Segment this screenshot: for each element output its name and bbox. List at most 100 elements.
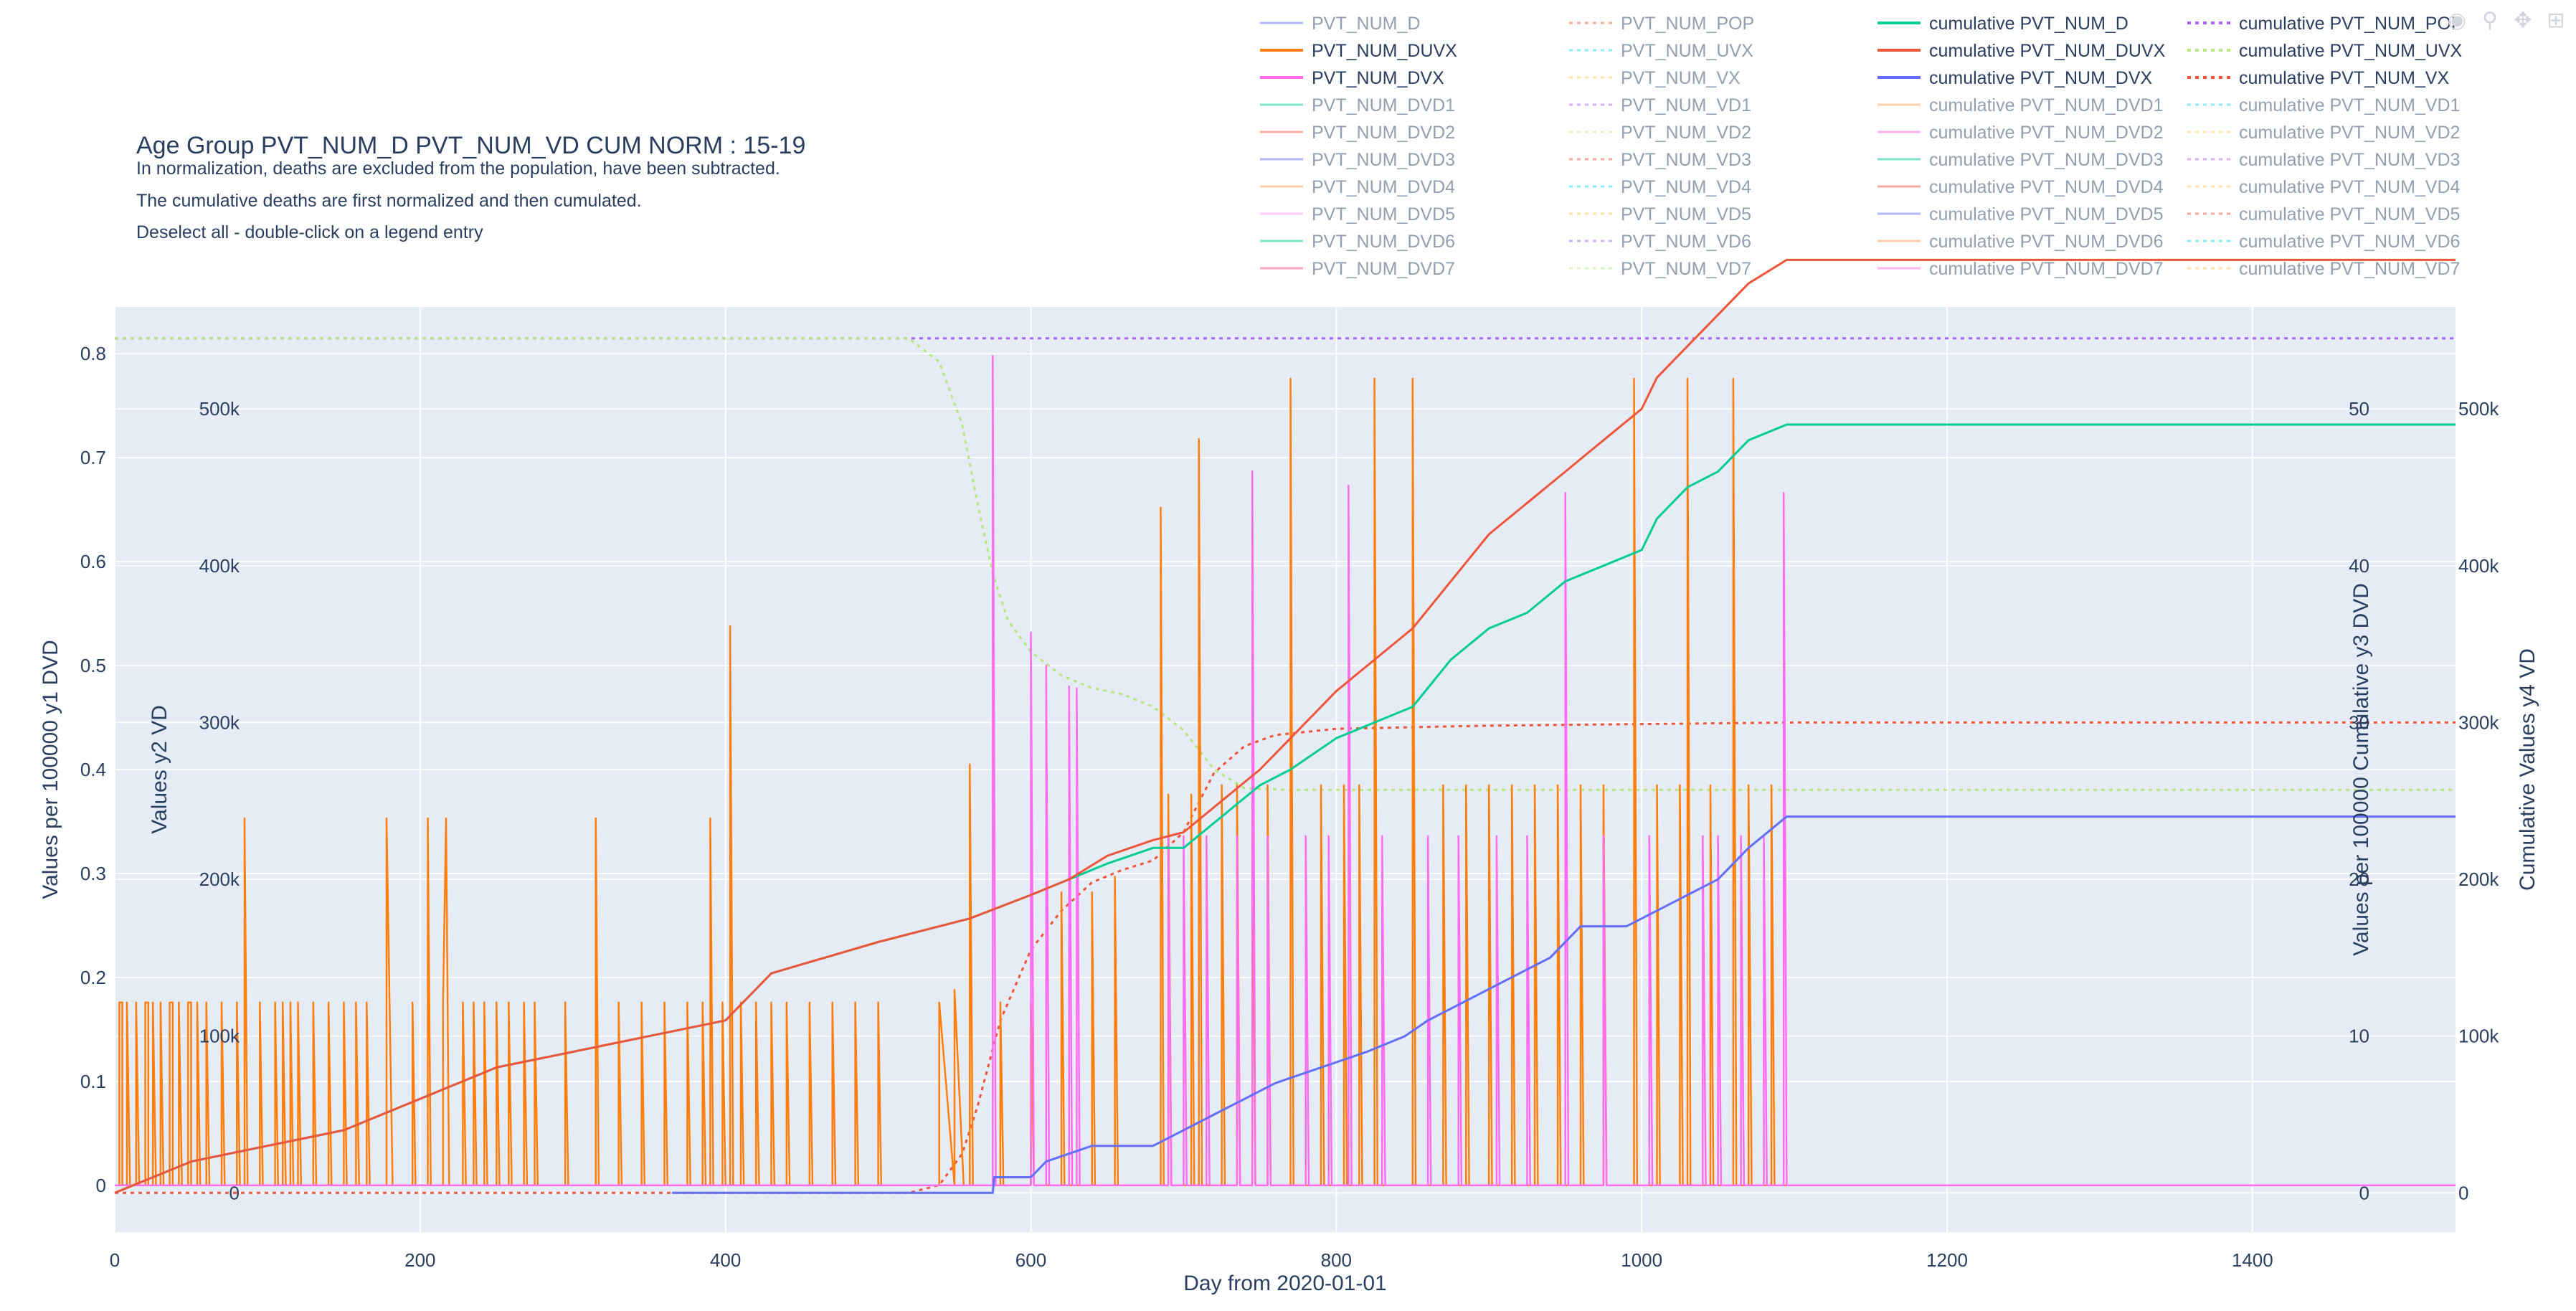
legend-item[interactable]: cumulative PVT_NUM_DUVX xyxy=(1877,41,2166,61)
y3-axis-title: Values per 100000 Cumulative y3 DVD xyxy=(2349,583,2373,956)
x-axis-title: Day from 2020-01-01 xyxy=(1183,1272,1386,1295)
legend-item[interactable]: PVT_NUM_DVD7 xyxy=(1260,259,1455,279)
legend-item[interactable]: PVT_NUM_VD4 xyxy=(1569,177,1751,197)
legend-label: PVT_NUM_DVD7 xyxy=(1312,259,1455,279)
legend-item[interactable]: PVT_NUM_DVX xyxy=(1260,68,1444,88)
legend-item[interactable]: PVT_NUM_DVD6 xyxy=(1260,232,1455,252)
legend-item[interactable]: cumulative PVT_NUM_VD2 xyxy=(2187,123,2460,143)
y1-axis-title: Values per 100000 y1 DVD xyxy=(39,640,62,899)
x-tick-label: 200 xyxy=(404,1249,435,1271)
legend-item[interactable]: PVT_NUM_VD1 xyxy=(1569,95,1751,115)
legend-item[interactable]: cumulative PVT_NUM_DVD2 xyxy=(1877,123,2164,143)
legend-label: PVT_NUM_DVD1 xyxy=(1312,95,1455,115)
y1-tick-label: 0 xyxy=(96,1175,106,1196)
legend-label: cumulative PVT_NUM_D xyxy=(1929,14,2128,34)
zoom-icon[interactable]: ⚲ xyxy=(2482,7,2498,33)
legend-label: cumulative PVT_NUM_DVD3 xyxy=(1929,150,2164,170)
legend-label: PVT_NUM_VX xyxy=(1621,68,1741,88)
legend-item[interactable]: PVT_NUM_VX xyxy=(1569,68,1741,88)
legend-label: cumulative PVT_NUM_DVD4 xyxy=(1929,177,2164,197)
legend-label: cumulative PVT_NUM_VD6 xyxy=(2239,232,2460,252)
y1-tick-label: 0.7 xyxy=(80,447,106,468)
modebar: ◉ ⚲ ✥ ⊞ xyxy=(2444,7,2569,33)
legend-item[interactable]: PVT_NUM_VD5 xyxy=(1569,204,1751,224)
legend-label: cumulative PVT_NUM_DVX xyxy=(1929,68,2153,88)
y4-tick-label: 300k xyxy=(2458,711,2499,733)
legend: PVT_NUM_D PVT_NUM_DUVX PVT_NUM_DVX PVT_NUM_… xyxy=(1260,14,2463,279)
legend-item[interactable]: cumulative PVT_NUM_VX xyxy=(2187,68,2449,88)
legend-item[interactable]: cumulative PVT_NUM_D xyxy=(1877,14,2128,34)
legend-item[interactable]: cumulative PVT_NUM_DVD1 xyxy=(1877,95,2164,115)
legend-label: PVT_NUM_UVX xyxy=(1621,41,1753,61)
legend-label: cumulative PVT_NUM_VX xyxy=(2239,68,2449,88)
legend-label: cumulative PVT_NUM_VD5 xyxy=(2239,204,2460,224)
legend-item[interactable]: PVT_NUM_DVD1 xyxy=(1260,95,1455,115)
legend-item[interactable]: cumulative PVT_NUM_DVD4 xyxy=(1877,177,2164,197)
y2-tick-label: 300k xyxy=(199,711,240,733)
legend-item[interactable]: PVT_NUM_VD6 xyxy=(1569,232,1751,252)
legend-item[interactable]: PVT_NUM_D xyxy=(1260,14,1420,34)
legend-label: cumulative PVT_NUM_UVX xyxy=(2239,41,2463,61)
series-line xyxy=(115,354,2456,1187)
y4-tick-label: 500k xyxy=(2458,398,2499,420)
legend-item[interactable]: cumulative PVT_NUM_DVD7 xyxy=(1877,259,2164,279)
y2-tick-label: 200k xyxy=(199,869,240,890)
series-line xyxy=(672,815,2456,1194)
x-tick-label: 400 xyxy=(710,1249,741,1271)
legend-item[interactable]: PVT_NUM_UVX xyxy=(1569,41,1753,61)
legend-item[interactable]: cumulative PVT_NUM_VD6 xyxy=(2187,232,2460,252)
legend-item[interactable]: PVT_NUM_VD2 xyxy=(1569,123,1751,143)
legend-item[interactable]: cumulative PVT_NUM_VD4 xyxy=(2187,177,2461,197)
legend-item[interactable]: PVT_NUM_DVD4 xyxy=(1260,177,1455,197)
y4-tick-label: 200k xyxy=(2458,869,2499,890)
y2-tick-label: 0 xyxy=(229,1182,240,1203)
x-tick-label: 600 xyxy=(1015,1249,1046,1271)
y4-tick-label: 400k xyxy=(2458,555,2499,577)
legend-item[interactable]: cumulative PVT_NUM_VD3 xyxy=(2187,150,2460,170)
legend-item[interactable]: PVT_NUM_VD3 xyxy=(1569,150,1751,170)
axes-layer: 0 200 400 600 800 1000 1200 140000.10.20.30.40.… xyxy=(80,343,2500,1271)
legend-item[interactable]: cumulative PVT_NUM_DVD3 xyxy=(1877,150,2164,170)
pan-icon[interactable]: ✥ xyxy=(2514,7,2532,33)
legend-item[interactable]: PVT_NUM_DUVX xyxy=(1260,41,1457,61)
legend-item[interactable]: cumulative PVT_NUM_DVD6 xyxy=(1877,232,2164,252)
y1-tick-label: 0.2 xyxy=(80,967,106,988)
legend-item[interactable]: PVT_NUM_POP xyxy=(1569,14,1754,34)
legend-item[interactable]: PVT_NUM_DVD2 xyxy=(1260,123,1455,143)
legend-item[interactable]: PVT_NUM_VD7 xyxy=(1569,259,1751,279)
legend-label: PVT_NUM_POP xyxy=(1621,14,1754,34)
camera-icon[interactable]: ◉ xyxy=(2447,7,2467,33)
legend-item[interactable]: PVT_NUM_DVD3 xyxy=(1260,150,1455,170)
legend-label: PVT_NUM_VD1 xyxy=(1621,95,1751,115)
chart-title: Age Group PVT_NUM_D PVT_NUM_VD CUM NORM … xyxy=(136,132,805,159)
legend-label: cumulative PVT_NUM_VD2 xyxy=(2239,123,2460,143)
legend-label: cumulative PVT_NUM_DVD1 xyxy=(1929,95,2164,115)
legend-item[interactable]: PVT_NUM_DVD5 xyxy=(1260,204,1455,224)
legend-label: cumulative PVT_NUM_DVD7 xyxy=(1929,259,2164,279)
x-tick-label: 0 xyxy=(110,1249,120,1271)
legend-label: cumulative PVT_NUM_DVD2 xyxy=(1929,123,2164,143)
legend-label: PVT_NUM_DVD4 xyxy=(1312,177,1455,197)
legend-label: cumulative PVT_NUM_VD1 xyxy=(2239,95,2460,115)
legend-item[interactable]: cumulative PVT_NUM_VD1 xyxy=(2187,95,2460,115)
x-tick-label: 800 xyxy=(1321,1249,1352,1271)
legend-label: cumulative PVT_NUM_VD3 xyxy=(2239,150,2460,170)
legend-item[interactable]: cumulative PVT_NUM_DVX xyxy=(1877,68,2153,88)
y3-tick-label: 30 xyxy=(2349,711,2369,733)
legend-label: cumulative PVT_NUM_DUVX xyxy=(1929,41,2166,61)
y3-tick-label: 50 xyxy=(2349,398,2369,420)
legend-item[interactable]: cumulative PVT_NUM_UVX xyxy=(2187,41,2463,61)
autoscale-icon[interactable]: ⊞ xyxy=(2547,7,2565,33)
legend-label: PVT_NUM_VD3 xyxy=(1621,150,1751,170)
legend-item[interactable]: cumulative PVT_NUM_VD5 xyxy=(2187,204,2460,224)
legend-item[interactable]: cumulative PVT_NUM_DVD5 xyxy=(1877,204,2164,224)
legend-label: PVT_NUM_VD2 xyxy=(1621,123,1751,143)
legend-label: PVT_NUM_DVD2 xyxy=(1312,123,1455,143)
y2-tick-label: 100k xyxy=(199,1026,240,1047)
legend-item[interactable]: cumulative PVT_NUM_VD7 xyxy=(2187,259,2460,279)
legend-label: cumulative PVT_NUM_DVD5 xyxy=(1929,204,2164,224)
note-3: Deselect all - double-click on a legend … xyxy=(136,222,483,242)
y1-tick-label: 0.1 xyxy=(80,1071,106,1092)
legend-item[interactable]: cumulative PVT_NUM_POP xyxy=(2187,14,2463,34)
